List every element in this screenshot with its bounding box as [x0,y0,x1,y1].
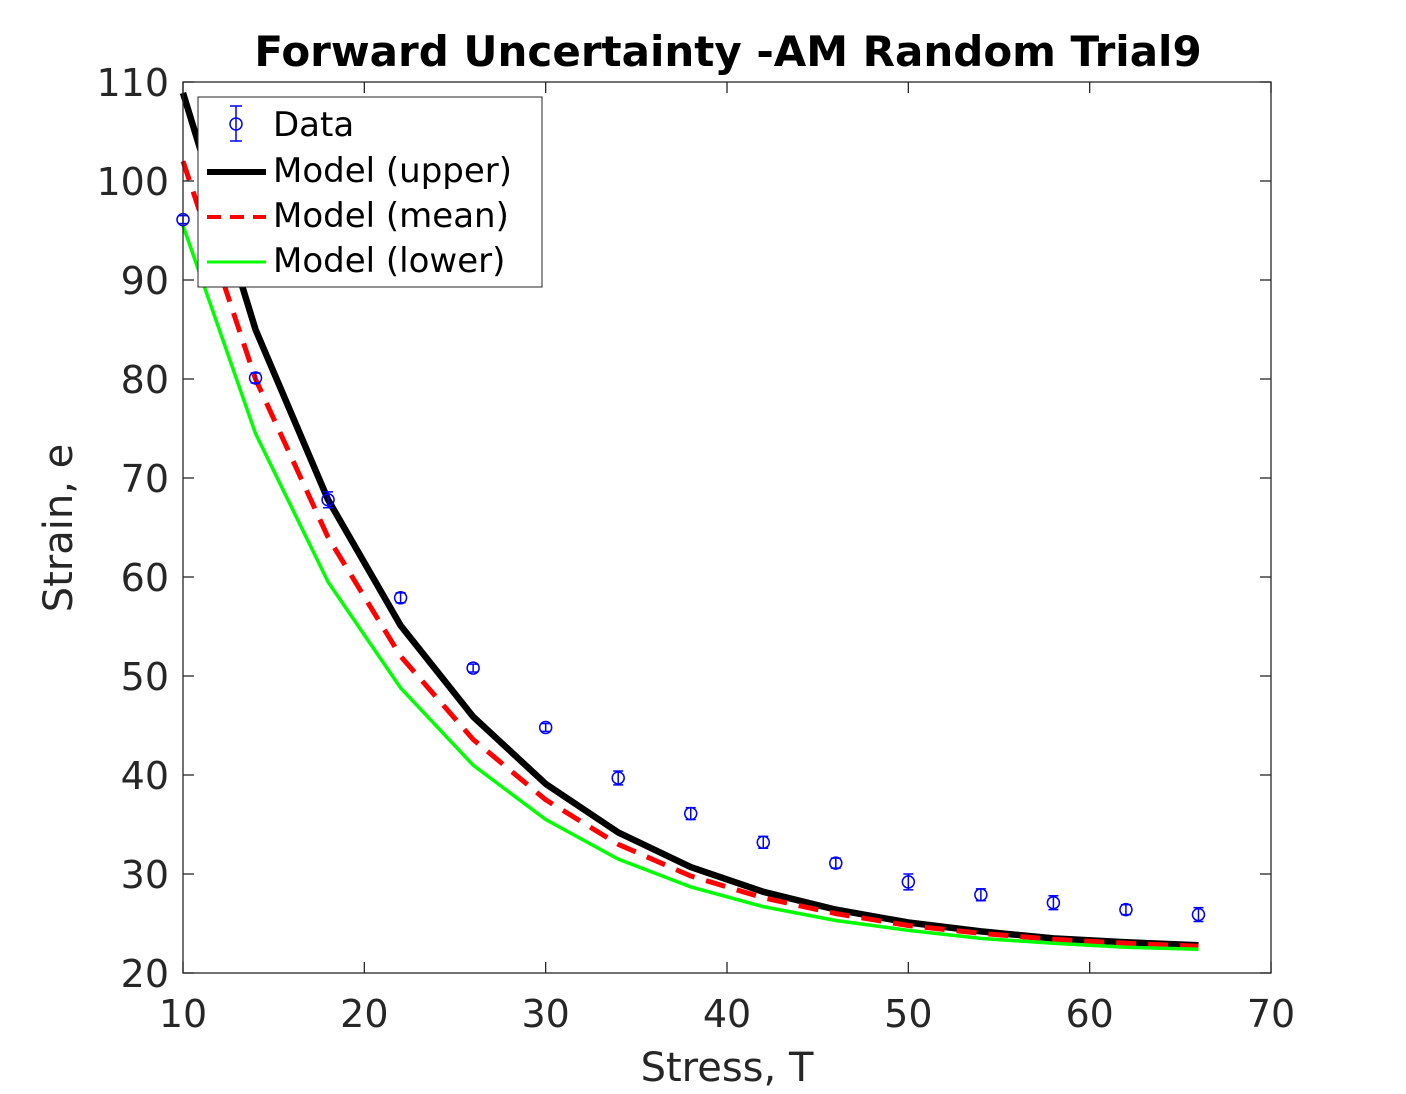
x-tick-label: 10 [159,992,207,1036]
data-point [683,806,698,821]
y-tick-label: 40 [121,754,169,798]
chart-title: Forward Uncertainty -AM Random Trial9 [254,27,1201,76]
data-marker [321,493,335,507]
data-point [1119,902,1133,917]
data-marker [248,371,263,385]
x-axis-label: Stress, T [641,1045,814,1091]
data-point [974,888,988,902]
y-tick-label: 60 [121,556,169,600]
data-point [538,720,553,735]
series-layer [179,91,1199,951]
x-tick-label: 50 [884,992,932,1036]
data-point [901,873,916,891]
legend-label-upper: Model (upper) [273,151,512,191]
y-tick-label: 100 [96,160,169,204]
data-marker [611,771,625,785]
data-point [829,856,843,870]
data-marker [393,591,408,605]
data-marker [1046,895,1061,910]
y-axis-label: Strain, e [36,444,82,613]
legend-box [197,96,543,288]
x-tick-label: 40 [703,992,751,1036]
y-tick-label: 50 [121,655,169,699]
x-tick-label: 70 [1247,992,1295,1036]
data-point [321,491,335,509]
data-marker [538,720,553,735]
legend-label-mean: Model (mean) [273,196,509,236]
data-point [1046,895,1061,911]
data-marker [974,888,988,902]
data-marker [683,806,698,821]
y-tick-label: 20 [121,952,169,996]
y-tick-label: 80 [121,358,169,402]
y-tick-label: 90 [121,259,169,303]
data-marker [756,835,771,850]
data-marker [901,875,916,889]
y-tick-label: 70 [121,457,169,501]
series-line-lower [181,224,1199,951]
x-tick-label: 30 [521,992,569,1036]
data-layer [176,212,1206,923]
data-marker [1119,902,1133,917]
data-point [611,770,625,786]
x-tick-label: 60 [1065,992,1113,1036]
x-tick-label: 20 [340,992,388,1036]
data-point [466,661,480,675]
series-line-mean [180,160,1199,949]
data-point [393,591,408,605]
legend: Data Model (upper) Model (mean) Model (l… [197,96,543,288]
data-point [1191,906,1206,923]
data-marker [829,856,843,870]
y-tick-label: 30 [121,853,169,897]
data-point [248,371,263,385]
y-tick-label: 110 [96,61,169,105]
data-marker [1191,907,1206,922]
legend-label-data: Data [273,105,354,145]
legend-data-marker [229,105,243,142]
legend-label-lower: Model (lower) [273,241,505,281]
data-marker [466,661,480,675]
data-point [756,835,771,850]
